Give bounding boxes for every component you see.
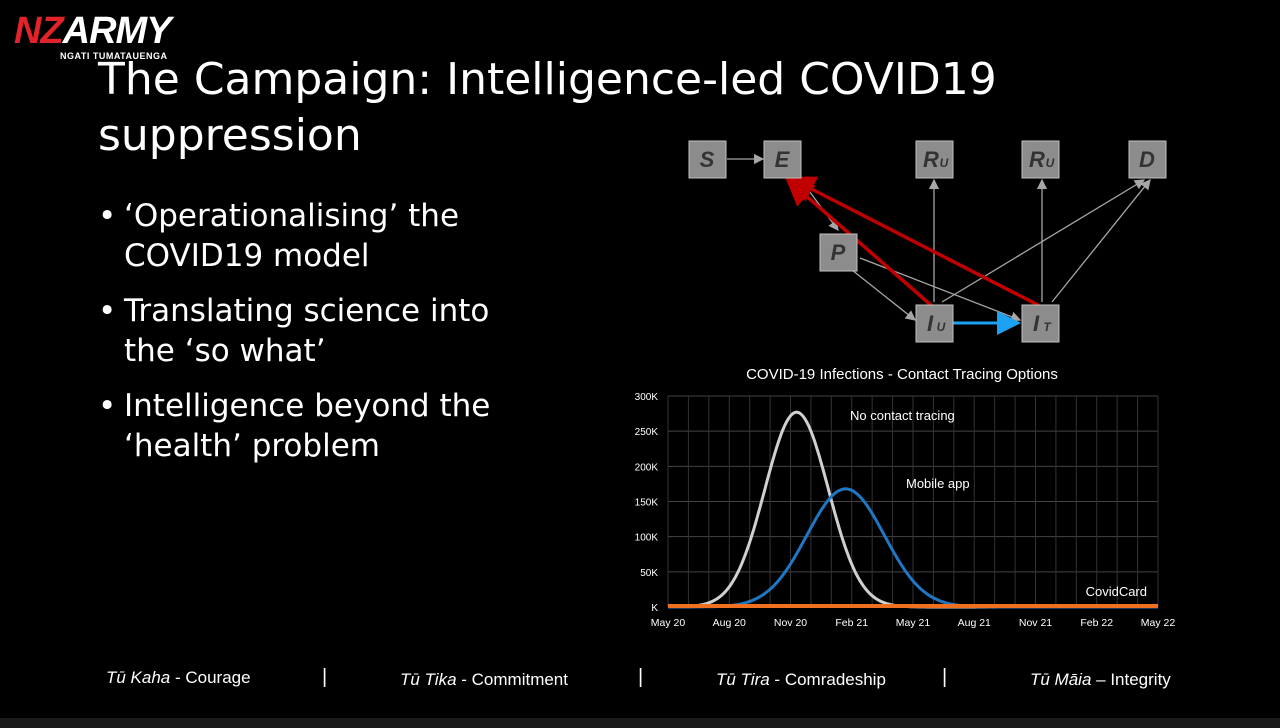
- footer-separator: |: [638, 666, 644, 688]
- footer-english: Comradeship: [784, 670, 886, 689]
- footer-value-comradeship: Tū Tira - Comradeship: [716, 670, 886, 690]
- node-it-label: I: [1033, 311, 1040, 336]
- footer-value-courage: Tū Kaha - Courage: [106, 668, 251, 688]
- node-p: P: [819, 233, 858, 272]
- x-tick-label: Nov 21: [1019, 617, 1052, 629]
- footer-maori: Tū Tira: [716, 670, 770, 689]
- bullet-list: ‘Operationalising’ the COVID19 model Tra…: [98, 196, 518, 481]
- node-ru-1: R U: [915, 140, 954, 179]
- node-d-label: D: [1139, 147, 1155, 172]
- series-label: No contact tracing: [850, 408, 955, 423]
- edge-iu-d: [941, 179, 1146, 303]
- footer-dash: -: [769, 670, 785, 689]
- infections-chart: COVID-19 Infections - Contact Tracing Op…: [635, 366, 1176, 629]
- node-it-sub: T: [1043, 320, 1052, 334]
- y-tick-label: K: [651, 603, 658, 614]
- node-p-label: P: [831, 240, 846, 265]
- y-tick-label: 100K: [635, 533, 659, 544]
- node-s-label: S: [700, 147, 715, 172]
- x-tick-label: Feb 21: [835, 617, 868, 629]
- node-ru-1-sub: U: [940, 156, 949, 170]
- footer-separator: |: [322, 666, 328, 688]
- node-it: I T: [1021, 304, 1060, 343]
- footer-maori: Tū Tika: [400, 670, 457, 689]
- footer-english: Integrity: [1110, 670, 1171, 689]
- footer-values: Tū Kaha - Courage | Tū Tika - Commitment…: [0, 666, 1280, 698]
- node-d: D: [1128, 140, 1167, 179]
- edge-p-iu: [851, 269, 917, 321]
- x-tick-label: May 20: [651, 617, 686, 629]
- node-ru-2-sub: U: [1046, 156, 1055, 170]
- x-tick-label: Nov 20: [774, 617, 807, 629]
- node-ru-2-label: R: [1029, 147, 1045, 172]
- node-iu-sub: U: [937, 320, 946, 334]
- node-ru-1-label: R: [923, 147, 939, 172]
- logo-wordmark: NZARMY: [14, 10, 172, 52]
- footer-value-integrity: Tū Māia – Integrity: [1030, 670, 1171, 690]
- edge-it-d: [1051, 178, 1151, 303]
- bottom-bar: [0, 718, 1280, 728]
- series-label: CovidCard: [1086, 584, 1147, 599]
- bullet-item: Intelligence beyond the ‘health’ problem: [98, 386, 518, 466]
- footer-dash: -: [456, 670, 472, 689]
- y-tick-label: 150K: [635, 498, 659, 509]
- logo-subtitle: NGATI TUMATAUENGA: [60, 51, 168, 61]
- bullet-item: ‘Operationalising’ the COVID19 model: [98, 196, 518, 276]
- node-iu-label: I: [927, 311, 934, 336]
- footer-maori: Tū Māia: [1030, 670, 1092, 689]
- edge-iu-e: [785, 177, 934, 308]
- series-label: Mobile app: [906, 476, 970, 491]
- node-s: S: [688, 140, 727, 179]
- footer-english: Commitment: [471, 670, 568, 689]
- x-tick-label: Feb 22: [1080, 617, 1113, 629]
- edge-it-e: [786, 176, 1041, 308]
- chart-title: COVID-19 Infections - Contact Tracing Op…: [746, 366, 1058, 383]
- node-iu: I U: [915, 304, 954, 343]
- footer-maori: Tū Kaha: [106, 668, 171, 687]
- node-ru-2: R U: [1021, 140, 1060, 179]
- node-e-label: E: [775, 147, 791, 172]
- y-tick-label: 250K: [635, 427, 659, 438]
- footer-dash: -: [170, 668, 186, 687]
- y-tick-label: 50K: [640, 568, 658, 579]
- y-tick-label: 300K: [635, 392, 659, 403]
- logo-nz: NZ: [14, 10, 64, 52]
- model-diagram: S E R U R U D P I U I: [688, 140, 1167, 343]
- y-tick-label: 200K: [635, 462, 659, 473]
- red-edges: [785, 176, 1041, 308]
- x-tick-label: May 22: [1141, 617, 1176, 629]
- node-e: E: [763, 140, 802, 179]
- footer-value-commitment: Tū Tika - Commitment: [400, 670, 568, 690]
- slide-title: The Campaign: Intelligence-led COVID19 s…: [98, 54, 997, 161]
- footer-dash: –: [1091, 670, 1111, 689]
- logo-army: ARMY: [62, 10, 172, 52]
- nz-army-logo: NZARMY NGATI TUMATAUENGA: [14, 12, 234, 62]
- x-tick-label: Aug 20: [713, 617, 746, 629]
- x-tick-label: May 21: [896, 617, 931, 629]
- footer-english: Courage: [185, 668, 251, 687]
- x-tick-label: Aug 21: [958, 617, 991, 629]
- footer-separator: |: [942, 666, 948, 688]
- bullet-item: Translating science into the ‘so what’: [98, 291, 518, 371]
